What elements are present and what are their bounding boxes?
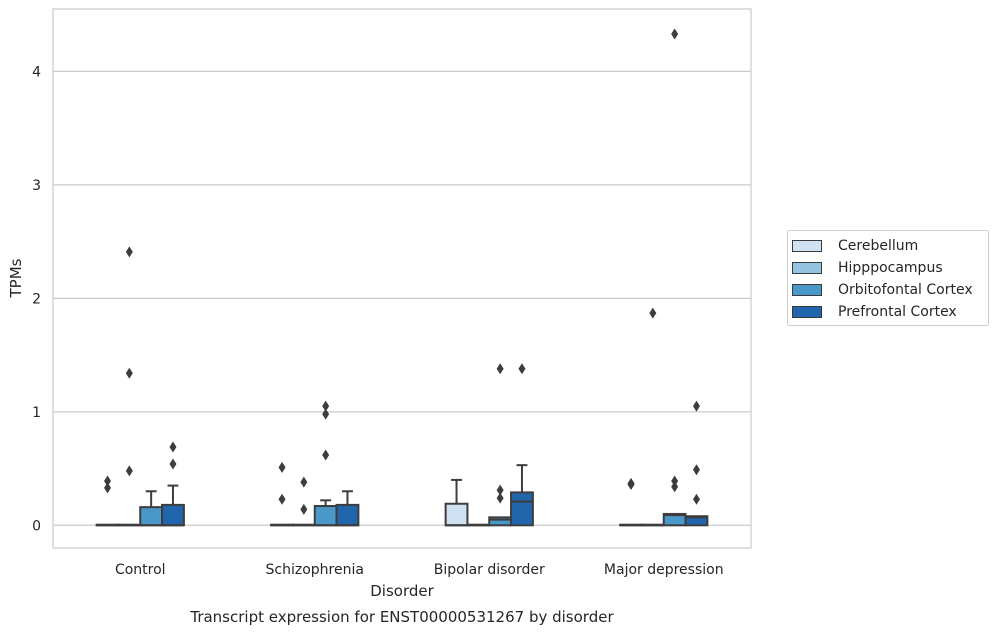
plot-area (52, 8, 752, 549)
x-tick-label: Major depression (604, 562, 724, 578)
outlier-point (322, 400, 330, 412)
x-axis-ticks: Control Schizophrenia Bipolar disorder Majo… (115, 562, 724, 578)
outlier-point (278, 493, 286, 505)
outlier-point (518, 363, 526, 375)
y-tick-label: 0 (32, 518, 41, 534)
x-tick-label: Schizophrenia (266, 562, 364, 578)
outlier-point (322, 449, 330, 461)
legend-swatch (792, 240, 822, 252)
outlier-point (496, 492, 504, 504)
box-series (95, 28, 709, 527)
x-axis-label: Disorder (370, 582, 434, 600)
box-body (684, 515, 709, 527)
box (117, 246, 142, 527)
outlier-point (125, 367, 133, 379)
legend-item: Orbitofontal Cortex (792, 279, 988, 301)
box-body (510, 491, 534, 527)
legend-swatch (792, 284, 822, 296)
legend-item: Hipppocampus (792, 257, 988, 279)
box-body (139, 506, 164, 527)
outlier-point (169, 458, 177, 470)
box (510, 363, 534, 527)
box-body (313, 505, 338, 527)
legend-label: Hipppocampus (838, 260, 943, 276)
outlier-point (671, 475, 679, 487)
y-tick-label: 3 (32, 178, 41, 194)
legend-item: Cerebellum (792, 235, 988, 257)
box (95, 475, 120, 527)
legend-label: Orbitofontal Cortex (838, 282, 973, 298)
outlier-point (104, 482, 112, 494)
outlier-point (300, 476, 308, 488)
outlier-point (125, 246, 133, 258)
legend-item: Prefrontal Cortex (792, 301, 988, 323)
box (270, 461, 294, 527)
outlier-point (125, 465, 133, 477)
legend-label: Prefrontal Cortex (838, 304, 957, 320)
outlier-point (322, 408, 330, 420)
y-axis-label: TPMs (7, 258, 25, 298)
legend-swatch (792, 262, 822, 274)
box (466, 523, 491, 527)
x-tick-label: Bipolar disorder (434, 562, 545, 578)
outlier-point (692, 464, 700, 476)
y-tick-label: 4 (32, 64, 41, 80)
box (161, 441, 185, 527)
outlier-point (671, 481, 679, 493)
outlier-point (671, 28, 679, 40)
box (291, 476, 316, 527)
outlier-point (692, 493, 700, 505)
outlier-point (627, 477, 635, 489)
y-tick-label: 2 (32, 291, 41, 307)
outlier-point (692, 400, 700, 412)
box (444, 478, 469, 527)
box-body (488, 516, 513, 527)
chart-title: Transcript expression for ENST0000053126… (189, 608, 614, 626)
outlier-point (300, 503, 308, 515)
outlier-point (496, 484, 504, 496)
box (488, 363, 513, 527)
legend-swatch (792, 306, 822, 318)
legend-label: Cerebellum (838, 238, 919, 254)
box-body (444, 502, 469, 527)
box-body (161, 503, 185, 527)
outlier-point (496, 363, 504, 375)
box (335, 490, 360, 527)
box-body (335, 503, 360, 527)
outlier-point (169, 441, 177, 453)
y-axis-ticks: 0 1 2 3 4 (32, 64, 41, 534)
box (313, 400, 338, 527)
outlier-point (649, 307, 657, 319)
box (684, 400, 709, 527)
outlier-point (278, 461, 286, 473)
box (619, 477, 643, 527)
outlier-point (104, 475, 112, 487)
legend: Cerebellum Hipppocampus Orbitofontal Corte… (787, 230, 989, 326)
x-tick-label: Control (115, 562, 166, 578)
y-tick-label: 1 (32, 405, 41, 421)
